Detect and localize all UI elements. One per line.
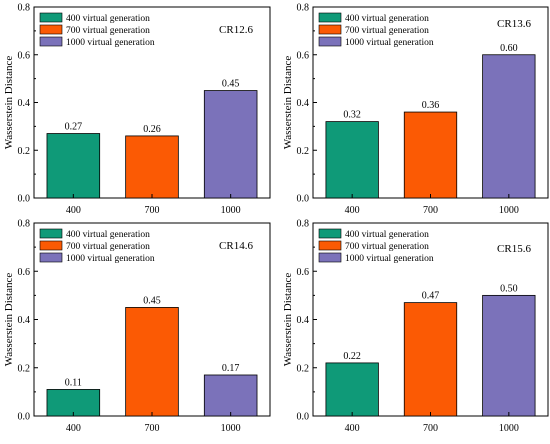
y-tick-label: 0.0: [297, 412, 310, 423]
bar-700: [403, 111, 458, 199]
chart-panel-2: 0.0 0.2 0.4 0.6 0.8 Wasserstein Distance 0.32 4…: [282, 3, 549, 216]
data-label: 0.27: [65, 122, 83, 133]
y-tick-label: 0.6: [18, 267, 31, 278]
x-tick-label: 700: [145, 205, 160, 216]
y-axis-label: Wasserstein Distance: [3, 56, 15, 150]
legend-swatch: [318, 36, 342, 47]
x-tick-label: 1000: [499, 205, 519, 216]
panel-annotation: CR15.6: [497, 243, 531, 255]
y-tick-label: 0.0: [18, 412, 31, 423]
x-tick-label: 700: [145, 423, 160, 434]
data-label: 0.32: [343, 110, 361, 121]
legend-swatch: [318, 24, 342, 35]
y-tick-label: 0.4: [297, 98, 310, 109]
legend-swatch: [318, 228, 342, 239]
legend-label: 700 virtual generation: [66, 26, 150, 36]
legend-label: 1000 virtual generation: [66, 38, 155, 48]
bar-400: [46, 389, 101, 417]
y-tick-label: 0.2: [18, 146, 31, 157]
data-label: 0.47: [422, 291, 440, 302]
x-tick-label: 1000: [499, 423, 519, 434]
y-tick-label: 0.0: [297, 194, 310, 205]
legend-label: 1000 virtual generation: [345, 38, 434, 48]
x-tick-label: 700: [423, 205, 438, 216]
y-tick-label: 0.6: [297, 50, 310, 61]
bar-400: [325, 121, 379, 199]
y-tick-label: 0.4: [18, 315, 31, 326]
legend-swatch: [39, 36, 63, 47]
legend-label: 400 virtual generation: [66, 230, 150, 240]
y-tick-label: 0.2: [297, 146, 310, 157]
x-tick-label: 1000: [221, 423, 241, 434]
y-tick-label: 0.8: [297, 219, 310, 230]
data-label: 0.60: [500, 43, 518, 54]
x-tick-label: 400: [66, 423, 81, 434]
y-axis-label: Wasserstein Distance: [282, 273, 294, 367]
y-tick-label: 0.4: [297, 315, 310, 326]
legend-label: 700 virtual generation: [66, 242, 150, 252]
legend-swatch: [318, 240, 342, 251]
legend-label: 1000 virtual generation: [345, 254, 434, 264]
bar-1000: [482, 294, 536, 417]
y-tick-label: 0.0: [18, 194, 31, 205]
y-tick-label: 0.4: [18, 98, 31, 109]
bar-700: [125, 307, 179, 417]
data-label: 0.17: [222, 363, 240, 374]
y-tick-label: 0.6: [18, 50, 31, 61]
legend-label: 700 virtual generation: [345, 242, 429, 252]
bar-400: [325, 362, 379, 417]
legend-swatch: [318, 12, 342, 23]
y-tick-label: 0.2: [297, 363, 310, 374]
chart-panel-1: 0.0 0.2 0.4 0.6 0.8 Wasserstein Distance 0.27 4…: [3, 3, 271, 216]
data-label: 0.45: [222, 79, 240, 90]
legend-swatch: [39, 12, 63, 23]
data-label: 0.50: [500, 283, 518, 294]
chart-panel-3: 0.0 0.2 0.4 0.6 0.8 Wasserstein Distance 0.11 4…: [3, 219, 271, 434]
legend-label: 400 virtual generation: [66, 14, 150, 24]
legend-swatch: [39, 228, 63, 239]
data-label: 0.26: [143, 124, 161, 135]
x-tick-label: 700: [423, 423, 438, 434]
panel-annotation: CR14.6: [219, 240, 253, 252]
y-tick-label: 0.8: [18, 219, 31, 230]
x-tick-label: 400: [345, 423, 360, 434]
y-tick-label: 0.8: [18, 3, 31, 14]
legend-label: 400 virtual generation: [345, 230, 429, 240]
bar-700: [125, 135, 179, 199]
x-tick-label: 400: [66, 205, 81, 216]
y-tick-label: 0.6: [297, 267, 310, 278]
bar-700: [403, 302, 458, 417]
data-label: 0.36: [422, 100, 440, 111]
x-tick-label: 1000: [221, 205, 241, 216]
panel-annotation: CR12.6: [219, 24, 253, 36]
bar-1000: [203, 90, 258, 199]
y-tick-label: 0.2: [18, 363, 31, 374]
data-label: 0.22: [343, 351, 361, 362]
chart-panel-4: 0.0 0.2 0.4 0.6 0.8 Wasserstein Distance 0.22 4…: [282, 219, 549, 434]
bar-1000: [203, 374, 258, 417]
legend-label: 700 virtual generation: [345, 26, 429, 36]
bar-400: [46, 133, 101, 199]
y-axis-label: Wasserstein Distance: [3, 273, 15, 367]
x-tick-label: 400: [345, 205, 360, 216]
legend-swatch: [39, 252, 63, 263]
data-label: 0.11: [65, 377, 82, 388]
panel-annotation: CR13.6: [497, 18, 531, 30]
legend-swatch: [318, 252, 342, 263]
data-label: 0.45: [143, 295, 161, 306]
legend-label: 1000 virtual generation: [66, 254, 155, 264]
bar-1000: [482, 54, 536, 199]
legend-swatch: [39, 240, 63, 251]
legend-swatch: [39, 24, 63, 35]
y-axis-label: Wasserstein Distance: [282, 56, 294, 150]
y-tick-label: 0.8: [297, 3, 310, 14]
legend-label: 400 virtual generation: [345, 14, 429, 24]
